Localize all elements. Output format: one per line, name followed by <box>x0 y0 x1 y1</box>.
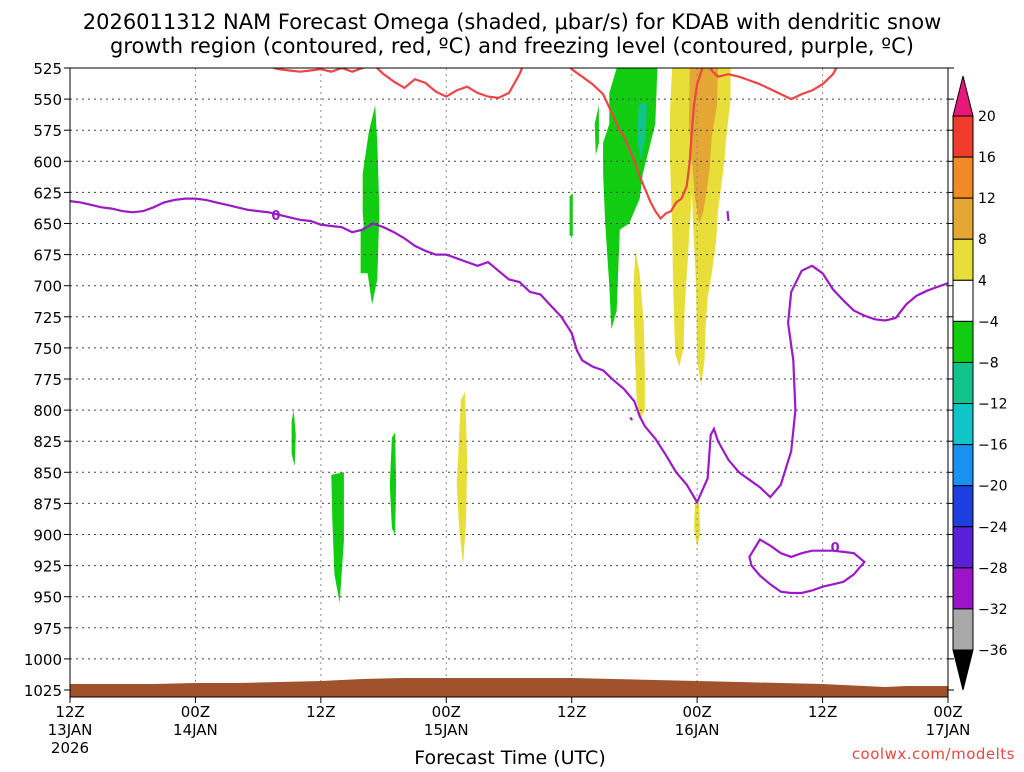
y-axis: 525 550 575 600 625 650 675 700 725 750 775 800 825 8… <box>24 60 954 700</box>
colorbar-bin <box>952 279 974 322</box>
freezing-level-contour <box>70 197 948 505</box>
colorbar-label: 16 <box>978 150 996 166</box>
colorbar-bin <box>952 320 974 363</box>
colorbar-label: −36 <box>978 643 1008 659</box>
colorbar-bin <box>952 156 974 199</box>
x-tick-label: 00Z <box>682 703 711 721</box>
x-tick-label: 12Z <box>557 703 586 721</box>
ground-layer <box>70 678 948 697</box>
colorbar-bin <box>952 238 974 281</box>
colorbar-bin <box>952 526 974 569</box>
x-axis-title: Forecast Time (UTC) <box>414 747 605 768</box>
y-tick-label: 525 <box>33 60 62 78</box>
omega-region <box>362 105 380 305</box>
colorbar-label: −32 <box>978 602 1008 618</box>
colorbar-label: −24 <box>978 520 1008 536</box>
y-tick-label: 675 <box>33 247 62 265</box>
credit-text: coolwx.com/modelts <box>852 745 1015 763</box>
colorbar-bin <box>952 567 974 610</box>
colorbar-bin <box>952 115 974 158</box>
x-tick-label: 2026 <box>51 739 89 757</box>
y-tick-label: 925 <box>33 558 62 576</box>
omega-region <box>594 105 599 156</box>
x-tick-label: 15JAN <box>424 721 469 739</box>
omega-region <box>389 432 397 535</box>
y-tick-label: 800 <box>33 402 62 420</box>
colorbar-label: −4 <box>978 314 999 330</box>
omega-region <box>688 68 718 224</box>
x-tick-label: 12Z <box>306 703 335 721</box>
colorbar-bin <box>952 403 974 446</box>
freezing-level-label: 0 <box>271 209 280 224</box>
freezing-level-loop <box>748 537 866 595</box>
freezing-level-fragment <box>726 210 730 222</box>
y-tick-label: 900 <box>33 527 62 545</box>
x-tick-label: 12Z <box>808 703 837 721</box>
chart-title-line1: 2026011312 NAM Forecast Omega (shaded, μ… <box>83 10 942 34</box>
x-tick-label: 00Z <box>432 703 461 721</box>
colorbar: 20 16 12 8 4 −4 −8 −12 −16 −20 −24 −28 −32 −36 <box>952 75 1008 691</box>
x-tick-label: 12Z <box>55 703 84 721</box>
y-tick-label: 1000 <box>24 651 62 669</box>
y-tick-label: 700 <box>33 278 62 296</box>
omega-region <box>291 410 296 467</box>
colorbar-label: −8 <box>978 355 999 371</box>
colorbar-label: 4 <box>978 273 987 289</box>
y-tick-label: 575 <box>33 122 62 140</box>
omega-region <box>360 223 368 274</box>
grid-lines <box>70 67 948 697</box>
omega-shading <box>291 68 731 603</box>
colorbar-label: 8 <box>978 232 987 248</box>
y-tick-label: 600 <box>33 153 62 171</box>
y-tick-label: 775 <box>33 371 62 389</box>
y-tick-label: 850 <box>33 464 62 482</box>
freezing-level-label: 0 <box>831 541 840 556</box>
y-tick-label: 625 <box>33 184 62 202</box>
y-tick-label: 650 <box>33 216 62 234</box>
colorbar-label: 12 <box>978 191 996 207</box>
x-tick-label: 14JAN <box>173 721 218 739</box>
omega-region <box>694 499 701 547</box>
x-tick-label: 00Z <box>181 703 210 721</box>
y-tick-label: 1025 <box>24 682 62 700</box>
chart-title-line2: growth region (contoured, red, ºC) and f… <box>110 34 914 58</box>
colorbar-label: −20 <box>978 479 1008 495</box>
colorbar-bin <box>952 608 974 651</box>
y-tick-label: 750 <box>33 340 62 358</box>
colorbar-bottom-arrow <box>952 649 974 691</box>
plot-frame <box>69 67 949 698</box>
y-tick-label: 725 <box>33 309 62 327</box>
colorbar-top-arrow <box>952 75 974 117</box>
colorbar-label: −16 <box>978 438 1008 454</box>
x-tick-label: 17JAN <box>926 721 971 739</box>
omega-region <box>569 193 573 236</box>
colorbar-bin <box>952 444 974 487</box>
y-tick-label: 975 <box>33 620 62 638</box>
contours: 00 <box>70 68 948 595</box>
y-tick-label: 875 <box>33 495 62 513</box>
omega-region <box>637 101 647 162</box>
colorbar-label: −12 <box>978 397 1008 413</box>
colorbar-label: −28 <box>978 561 1008 577</box>
colorbar-bin <box>952 361 974 405</box>
y-tick-label: 550 <box>33 91 62 109</box>
y-tick-label: 825 <box>33 433 62 451</box>
x-tick-label: 13JAN <box>48 721 93 739</box>
colorbar-bin <box>952 197 974 240</box>
freezing-level-fragment <box>629 416 634 421</box>
colorbar-bin <box>952 485 974 528</box>
omega-region <box>331 472 344 603</box>
dendritic-contour-main <box>569 68 838 221</box>
ground-fill <box>70 678 948 697</box>
y-tick-label: 950 <box>33 589 62 607</box>
omega-region <box>670 68 731 386</box>
x-tick-label: 16JAN <box>675 721 720 739</box>
omega-region <box>456 391 468 566</box>
dendritic-contour-upper <box>273 68 524 100</box>
colorbar-label: 20 <box>978 109 996 125</box>
omega-region <box>633 250 645 421</box>
x-tick-label: 00Z <box>933 703 962 721</box>
